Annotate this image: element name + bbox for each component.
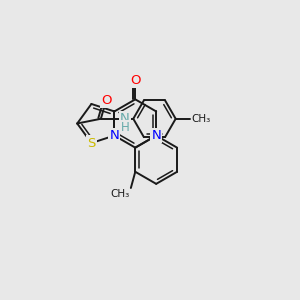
Text: CH₃: CH₃ — [110, 190, 129, 200]
Text: H: H — [121, 121, 129, 134]
Text: S: S — [87, 136, 96, 149]
Text: N: N — [120, 112, 130, 125]
Text: N: N — [110, 129, 119, 142]
Text: CH₃: CH₃ — [192, 114, 211, 124]
Text: N: N — [151, 129, 161, 142]
Text: O: O — [101, 94, 111, 107]
Text: O: O — [130, 74, 140, 87]
